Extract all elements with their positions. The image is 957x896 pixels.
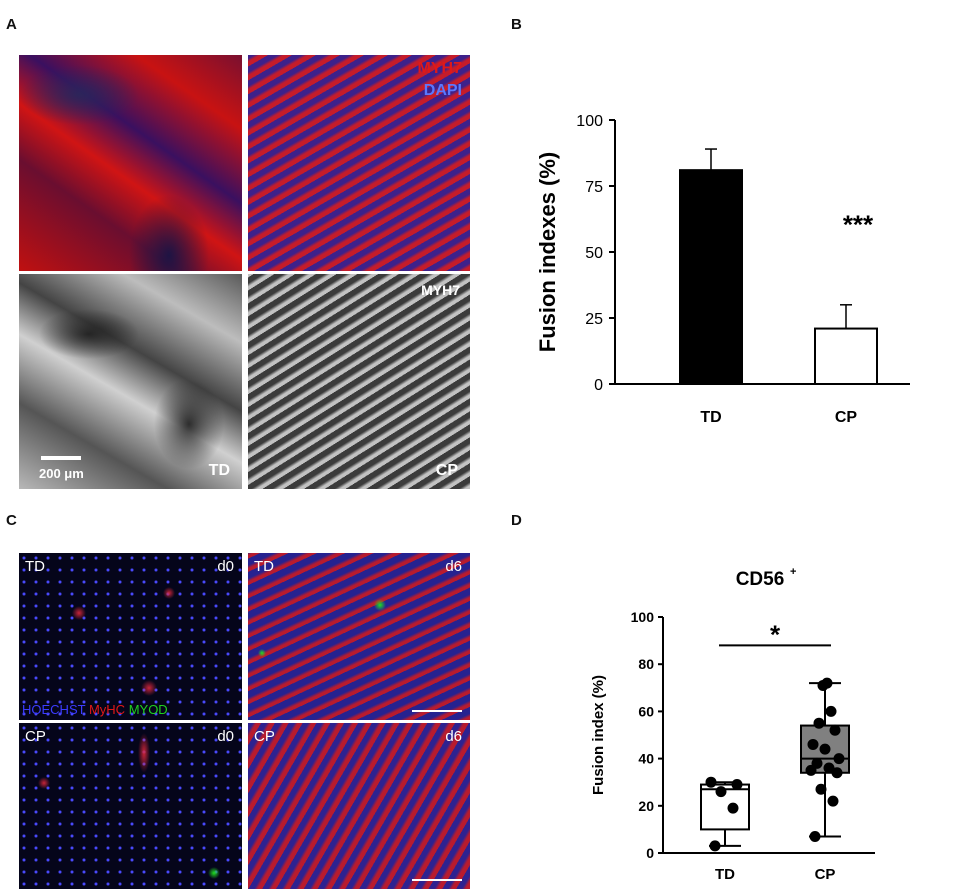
y-tick-label: 80: [638, 656, 654, 672]
data-point: [811, 757, 823, 769]
chart-fusion-indexes: 0 25 50 75 100 Fusion indexes (%) TD CP ***: [535, 113, 910, 426]
scale-bar: [41, 456, 81, 460]
data-point: [827, 795, 839, 807]
data-point: [821, 677, 833, 689]
x-tick-label: CP: [835, 409, 858, 426]
stain-myhc: MyHC: [88, 702, 126, 717]
data-point: [825, 705, 837, 717]
y-tick-label: 60: [638, 703, 654, 719]
chart-cd56-fusion-index: 0 20 40 60 80 100 Fusion index (%) CD56 + TD CP *: [590, 566, 875, 883]
label-td: TD: [208, 462, 230, 479]
data-point: [833, 753, 845, 765]
data-point: [727, 802, 739, 814]
x-tick-label: TD: [715, 866, 735, 883]
data-point: [731, 779, 743, 791]
data-point: [815, 783, 827, 795]
significance-annotation: ***: [843, 210, 874, 240]
y-axis-label: Fusion indexes (%): [535, 152, 560, 352]
micrograph-td-d6: TD d6: [248, 553, 470, 720]
legend-dapi-blue: DAPI: [423, 82, 462, 99]
label-d6-bottom: d6: [445, 728, 462, 745]
label-d0-top: d0: [217, 558, 234, 575]
legend-myh7-red: MYH7: [417, 60, 462, 77]
chart-title: CD56: [736, 569, 785, 590]
panel-letter-a: A: [6, 16, 17, 33]
data-point: [819, 743, 831, 755]
data-point: [705, 776, 717, 788]
label-cp: CP: [435, 462, 458, 479]
micrograph-td-color: [19, 55, 242, 271]
micrograph-td-d0: TD d0 HOECHST MyHC MYOD: [19, 553, 242, 720]
data-point: [809, 830, 821, 842]
y-tick-label: 100: [631, 609, 655, 625]
data-point: [709, 840, 721, 852]
panel-letter-c: C: [6, 512, 17, 529]
scale-bar-c-top: [412, 710, 462, 712]
micrograph-cp-gray: MYH7 CP: [248, 274, 470, 489]
y-tick-label: 40: [638, 751, 654, 767]
data-point: [831, 767, 843, 779]
x-tick-label: TD: [700, 409, 721, 426]
data-point: [807, 738, 819, 750]
label-cp-d0: CP: [25, 728, 46, 745]
y-tick-label: 100: [576, 113, 603, 130]
stain-myod: MYOD: [128, 702, 168, 717]
bar-td: [679, 169, 743, 385]
data-point: [829, 724, 841, 736]
label-td-d0: TD: [25, 558, 45, 575]
data-point: [823, 762, 835, 774]
micrograph-cp-color: MYH7 DAPI: [248, 55, 470, 271]
micrograph-cp-d6: CP d6: [248, 723, 470, 889]
panel-letter-b: B: [511, 16, 522, 33]
y-tick-label: 50: [585, 245, 603, 262]
data-point: [813, 717, 825, 729]
label-td-d6: TD: [254, 558, 274, 575]
y-tick-label: 25: [585, 311, 603, 328]
micrograph-td-gray: 200 μm TD: [19, 274, 242, 489]
y-axis-label: Fusion index (%): [590, 675, 607, 795]
label-d0-bottom: d0: [217, 728, 234, 745]
chart-title-superscript: +: [790, 566, 796, 578]
y-tick-label: 20: [638, 798, 654, 814]
x-tick-label: CP: [815, 866, 836, 883]
scale-bar-c-bottom: [412, 879, 462, 881]
stain-hoechst: HOECHST: [22, 702, 86, 717]
data-point: [715, 786, 727, 798]
y-tick-label: 75: [585, 179, 603, 196]
label-myh7-gray: MYH7: [421, 282, 460, 298]
significance-annotation: *: [770, 619, 781, 649]
bar-cp: [814, 327, 878, 385]
scale-bar-label: 200 μm: [39, 466, 84, 481]
micrograph-cp-d0: CP d0: [19, 723, 242, 889]
label-cp-d6: CP: [254, 728, 275, 745]
label-d6-top: d6: [445, 558, 462, 575]
y-tick-label: 0: [594, 377, 603, 394]
panel-letter-d: D: [511, 512, 522, 529]
stain-legend: HOECHST MyHC MYOD: [22, 702, 168, 717]
y-tick-label: 0: [646, 845, 654, 861]
